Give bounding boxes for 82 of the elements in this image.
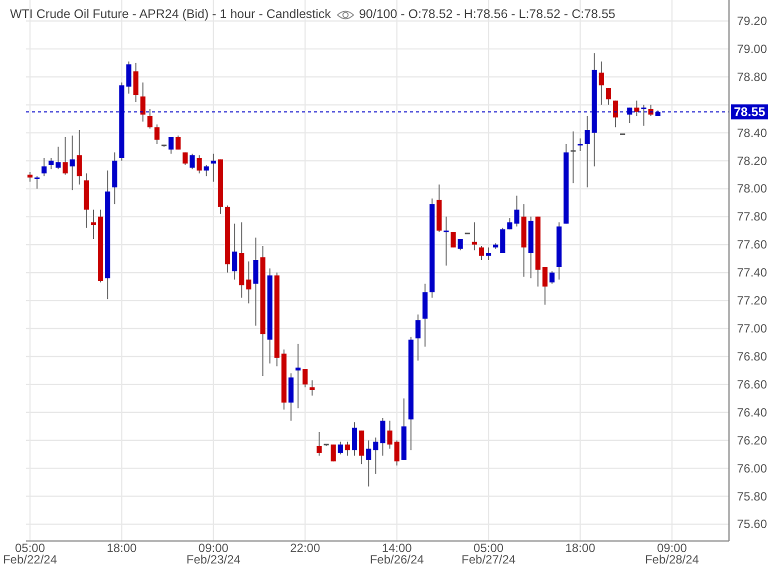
- candlestick: [34, 176, 40, 190]
- candlestick: [458, 238, 463, 251]
- candlestick: [606, 88, 612, 106]
- x-tick-label: 18:00: [565, 541, 596, 555]
- candlestick: [253, 237, 258, 326]
- candlestick: [373, 437, 378, 474]
- candlestick: [507, 218, 512, 230]
- candlestick: [133, 62, 138, 103]
- candlestick: [56, 146, 61, 170]
- candlestick: [168, 136, 174, 154]
- candlestick: [612, 100, 618, 128]
- candlestick: [549, 270, 555, 284]
- candlestick: [542, 266, 548, 306]
- y-tick-label: 76.60: [737, 377, 768, 392]
- y-tick-label: 77.00: [737, 322, 768, 336]
- candlestick: [598, 61, 604, 106]
- y-tick-label: 78.40: [737, 126, 768, 140]
- candlestick: [48, 157, 54, 170]
- x-tick-label: 14:00 Feb/26/24: [370, 541, 424, 566]
- candlestick: [27, 171, 33, 182]
- x-tick-label: 09:00 Feb/28/24: [644, 541, 700, 566]
- candlestick: [42, 157, 47, 177]
- ref-line-label: 78.55: [734, 104, 766, 119]
- candlestick: [204, 164, 209, 177]
- candlestick: [190, 153, 195, 170]
- y-tick-label: 78.80: [737, 70, 768, 84]
- candlestick: [126, 61, 132, 94]
- y-tick-label: 76.40: [737, 405, 768, 420]
- candlestick: [140, 82, 146, 122]
- y-tick-label: 76.00: [737, 461, 768, 476]
- candlestick: [70, 135, 75, 191]
- candlestick: [352, 422, 358, 456]
- y-tick-label: 75.80: [737, 489, 768, 504]
- y-tick-label: 77.60: [737, 238, 768, 252]
- candlestick: [154, 124, 160, 144]
- candlestick: [310, 380, 315, 396]
- candlestick: [450, 232, 456, 248]
- candlestick: [478, 246, 484, 261]
- y-tick-label: 77.20: [737, 294, 768, 308]
- candlestick: [182, 152, 188, 166]
- y-tick-label: 75.60: [737, 517, 768, 532]
- candlestick: [246, 260, 252, 304]
- text: WTI Crude Oil Future - APR24 (Bid) - 1 hour - Candlestick: [10, 7, 331, 22]
- candlestick: [380, 417, 386, 456]
- candlestick: [394, 440, 400, 466]
- y-tick-label: 76.80: [737, 349, 768, 364]
- candlestick: [330, 444, 336, 462]
- candlestick: [232, 223, 238, 280]
- candlestick: [338, 441, 343, 455]
- candlestick: [584, 116, 590, 188]
- candlestick: [634, 100, 640, 117]
- candlestick: [366, 440, 372, 487]
- y-tick-label: 79.20: [737, 14, 768, 28]
- candlestick: [578, 138, 583, 152]
- candlestick: [570, 130, 576, 184]
- candlestick: [296, 343, 301, 409]
- text: 90/100 - O:78.52 - H:78.56 - L:78.52 - C:78.55: [358, 7, 616, 22]
- candlestick: [76, 130, 82, 186]
- candlestick: [62, 136, 68, 176]
- candlestick: [196, 154, 202, 174]
- candlestick: [415, 314, 421, 362]
- candlestick: [176, 135, 181, 150]
- y-tick-label: 77.40: [737, 266, 768, 280]
- y-tick-label: 78.20: [737, 154, 768, 168]
- candlestick: [387, 420, 392, 450]
- x-tick-label: 18:00: [106, 541, 138, 555]
- x-tick-label: 09:00 Feb/23/24: [186, 541, 241, 566]
- x-tick-label: 05:00 Feb/27/24: [462, 541, 516, 566]
- y-tick-label: 78.00: [737, 182, 768, 196]
- x-tick-label: 22:00: [290, 541, 320, 555]
- candlestick: [514, 195, 520, 227]
- y-tick-label: 77.80: [737, 210, 768, 224]
- candlestick: [444, 216, 449, 266]
- candlestick: [302, 368, 308, 388]
- candlestick: [344, 441, 350, 456]
- x-tick-label: 05:00 Feb/22/24: [2, 541, 58, 566]
- y-tick-label: 79.00: [737, 42, 768, 56]
- candlestick: [316, 431, 322, 456]
- candlestick: [486, 246, 492, 261]
- candlestick: [147, 108, 152, 130]
- y-tick-label: 76.20: [737, 433, 768, 448]
- candlestick: [500, 227, 506, 254]
